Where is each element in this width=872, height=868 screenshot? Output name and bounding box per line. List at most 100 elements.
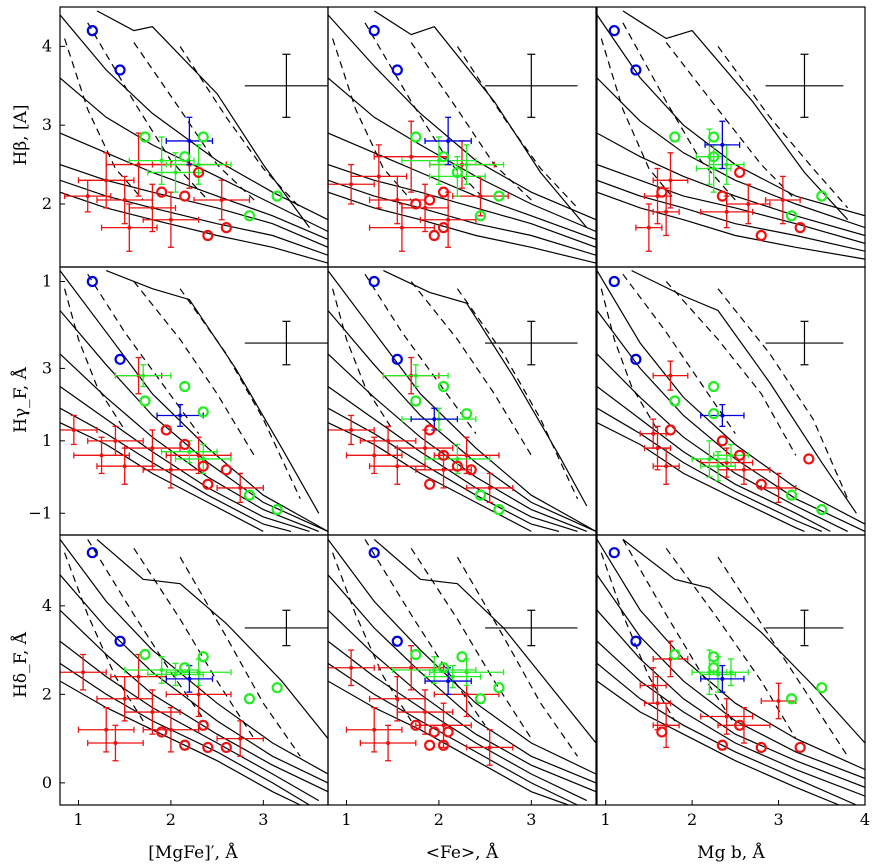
errbar-point — [376, 174, 381, 179]
errbar-point — [104, 727, 109, 732]
errbar-point — [386, 438, 391, 443]
model-grid-line — [60, 353, 320, 532]
errbar-point — [724, 209, 729, 214]
green-marker — [816, 504, 828, 516]
x-tick-label: 4 — [860, 810, 870, 829]
red-marker — [179, 438, 191, 451]
model-grid-line — [96, 10, 310, 228]
errbar-point — [655, 446, 660, 451]
red-marker — [156, 726, 168, 738]
blue-marker — [368, 25, 380, 37]
blue-marker — [608, 547, 620, 559]
green-marker — [271, 682, 283, 694]
model-grid-line — [60, 191, 328, 264]
errbar-point — [85, 194, 90, 199]
model-dashed-line — [64, 552, 144, 722]
errbar-point — [432, 668, 437, 672]
errbar-point — [201, 456, 206, 461]
errbar-point — [724, 714, 729, 719]
model-grid-line — [60, 662, 310, 805]
blue-marker — [368, 275, 380, 288]
errbar-point — [487, 745, 492, 750]
green-marker — [410, 131, 422, 143]
blue-marker — [391, 64, 403, 76]
errbar-point — [729, 453, 733, 458]
red-marker — [179, 739, 191, 751]
red-marker — [803, 453, 815, 465]
errbar-point — [724, 162, 729, 167]
model-dashed-line — [332, 288, 394, 431]
green-marker — [461, 408, 473, 420]
model-grid-line — [328, 539, 596, 775]
errbar-point — [99, 453, 104, 458]
red-marker — [794, 222, 806, 234]
green-marker — [708, 662, 720, 674]
green-marker — [493, 504, 505, 516]
green-marker — [197, 651, 209, 663]
errbar-point — [464, 692, 469, 697]
errbar-point — [187, 138, 192, 143]
model-dashed-line — [622, 539, 736, 726]
model-grid-line — [60, 77, 328, 233]
errbar-point — [741, 467, 746, 472]
model-grid-line — [373, 10, 588, 228]
errbar-point — [238, 485, 243, 490]
model-dashed-line — [456, 288, 579, 500]
model-dashed-line — [600, 38, 676, 201]
errbar-point — [159, 668, 164, 672]
red-marker — [734, 719, 746, 731]
blue-marker — [86, 25, 98, 37]
model-grid-line — [597, 680, 840, 805]
panel-1-1 — [327, 266, 597, 536]
errbar-point — [776, 698, 781, 703]
red-marker — [197, 460, 209, 472]
model-dashed-line — [133, 547, 255, 739]
model-grid-line — [597, 77, 865, 229]
model-dashed-line — [87, 273, 200, 434]
errbar-point — [71, 427, 76, 432]
green-marker — [139, 648, 151, 661]
green-marker — [243, 489, 256, 501]
green-marker — [437, 151, 450, 163]
green-marker — [437, 380, 450, 393]
errbar-point — [446, 679, 451, 684]
green-marker — [708, 380, 720, 393]
green-marker — [816, 190, 828, 202]
errbar-point — [399, 225, 404, 230]
errbar-point — [372, 727, 377, 732]
y-tick-label: 3 — [42, 358, 52, 377]
xlabel-mgb: Mg b, Å — [697, 842, 765, 863]
red-marker — [437, 222, 450, 234]
errbar-point — [464, 670, 469, 675]
errbar-point — [720, 413, 725, 418]
x-tick-label: 3 — [773, 810, 783, 829]
model-grid-line — [597, 164, 865, 244]
model-grid-line — [60, 407, 292, 532]
model-grid-line — [597, 539, 865, 771]
blue-marker — [630, 635, 642, 647]
model-grid-line — [597, 191, 865, 260]
model-dashed-line — [622, 273, 736, 434]
green-marker — [785, 210, 798, 222]
model-grid-line — [60, 422, 264, 532]
panel-frame — [327, 534, 597, 806]
x-tick-label: 1 — [601, 810, 611, 829]
errbar-point — [780, 198, 785, 203]
red-marker — [664, 424, 677, 436]
blue-marker — [114, 635, 126, 647]
model-grid-line — [328, 270, 596, 532]
model-dashed-line — [410, 281, 532, 456]
blue-marker — [114, 64, 126, 76]
red-marker — [424, 194, 436, 206]
red-marker — [424, 478, 436, 490]
green-marker — [451, 166, 463, 179]
errbar-point — [104, 178, 109, 183]
xlabel-mgfe: [MgFe]′, Å — [148, 842, 238, 863]
errbar-point — [464, 162, 469, 167]
model-grid-line — [597, 132, 865, 237]
errbar-point — [173, 672, 178, 677]
green-marker — [179, 151, 191, 163]
panel-1-0: −1 1 3 1 — [28, 266, 329, 536]
blue-marker — [630, 353, 642, 365]
errbar-point — [720, 676, 725, 681]
